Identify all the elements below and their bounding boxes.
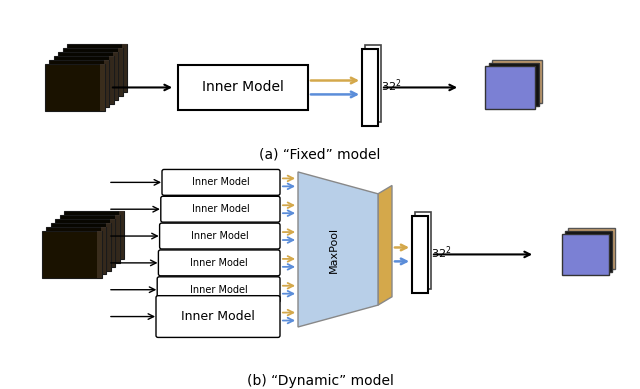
Bar [60,70,90,99]
Bar [365,45,381,122]
Text: (b) “Dynamic” model: (b) “Dynamic” model [246,374,394,388]
Text: Inner Model: Inner Model [189,285,248,295]
Bar [97,231,102,278]
Text: MaxPool: MaxPool [329,226,339,273]
Bar [565,231,612,272]
Bar [57,237,87,266]
Bar [63,82,78,96]
Bar [178,65,308,110]
Bar [119,212,124,259]
FancyBboxPatch shape [159,223,280,249]
Bar [61,236,103,259]
Bar [45,64,105,111]
Bar [122,44,127,92]
Bar [51,223,111,271]
Bar [492,60,542,103]
Text: (a) “Fixed” model: (a) “Fixed” model [259,147,381,161]
Bar [485,66,535,109]
Text: Inner Model: Inner Model [191,231,249,241]
FancyBboxPatch shape [162,170,280,195]
Bar [49,60,109,107]
Bar [412,216,428,293]
Text: Inner Model: Inner Model [192,177,250,187]
Bar [115,215,120,263]
Bar [101,227,106,275]
Bar [42,231,102,278]
Bar [60,249,75,263]
Bar [75,67,104,86]
Polygon shape [298,172,378,327]
Bar [55,219,115,267]
Polygon shape [378,186,392,305]
Bar [118,48,123,96]
Bar [72,234,102,254]
Text: 32$^2$: 32$^2$ [431,244,451,261]
Bar [106,223,111,271]
FancyBboxPatch shape [157,277,280,303]
Text: Inner Model: Inner Model [202,81,284,95]
Bar [109,56,114,103]
Text: Inner Model: Inner Model [181,310,255,323]
Bar [60,215,120,263]
Bar [63,48,123,96]
Text: Inner Model: Inner Model [190,258,248,268]
Bar [110,219,115,267]
Bar [54,56,114,103]
Bar [104,60,109,107]
FancyBboxPatch shape [156,296,280,337]
Bar [67,44,127,92]
Bar [362,49,378,126]
Bar [64,212,124,259]
Bar [100,64,105,111]
Bar [561,234,609,275]
FancyBboxPatch shape [159,250,280,276]
Text: 32$^2$: 32$^2$ [381,77,401,94]
Bar [58,52,118,100]
Text: Inner Model: Inner Model [191,204,249,214]
FancyBboxPatch shape [161,196,280,222]
Bar [47,227,106,275]
Bar [113,52,118,100]
Bar [415,212,431,289]
Bar [568,228,615,269]
Bar [488,63,538,106]
Bar [64,69,106,93]
